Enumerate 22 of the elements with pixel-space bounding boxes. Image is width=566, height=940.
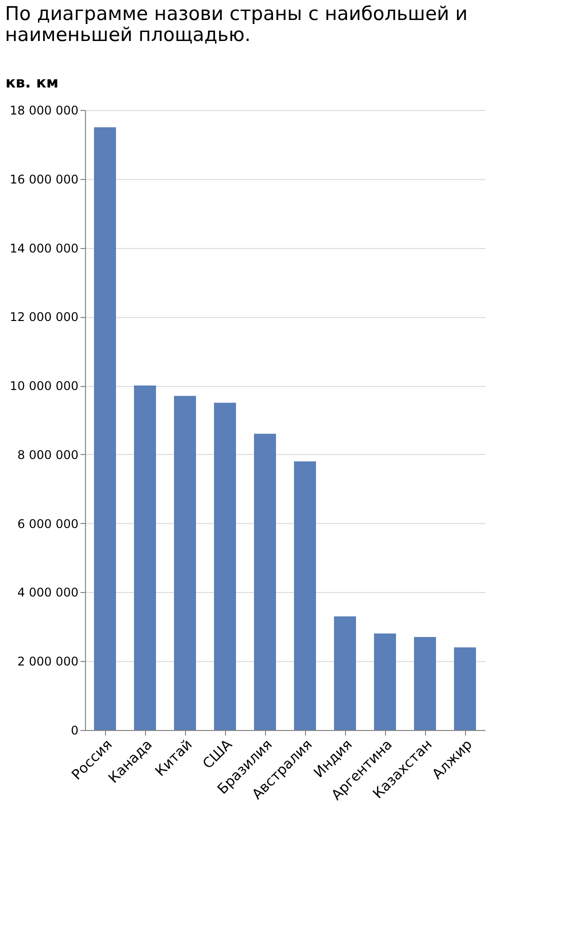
bar <box>254 434 276 730</box>
y-tick-label: 10 000 000 <box>10 379 78 394</box>
bar <box>134 386 156 730</box>
y-tick-label: 2 000 000 <box>17 654 78 669</box>
y-tick-label: 18 000 000 <box>10 104 78 118</box>
bar <box>94 127 116 730</box>
y-tick-label: 14 000 000 <box>10 241 78 256</box>
y-tick-label: 0 <box>70 724 78 738</box>
y-tick-label: 12 000 000 <box>10 310 78 324</box>
bar <box>214 402 236 730</box>
y-tick-label: 16 000 000 <box>10 172 78 186</box>
bar <box>414 637 436 730</box>
bar <box>294 461 316 730</box>
y-axis-title: кв. км <box>6 74 59 92</box>
bar <box>454 647 476 730</box>
y-tick-label: 6 000 000 <box>17 516 78 531</box>
y-tick-label: 4 000 000 <box>17 586 78 600</box>
bar <box>374 634 396 730</box>
chart-title: По диаграмме назови страны с наибольшей и наименьшей площадью. <box>5 3 468 46</box>
y-tick-label: 8 000 000 <box>17 448 78 462</box>
bar <box>334 616 356 730</box>
bar <box>174 396 196 730</box>
